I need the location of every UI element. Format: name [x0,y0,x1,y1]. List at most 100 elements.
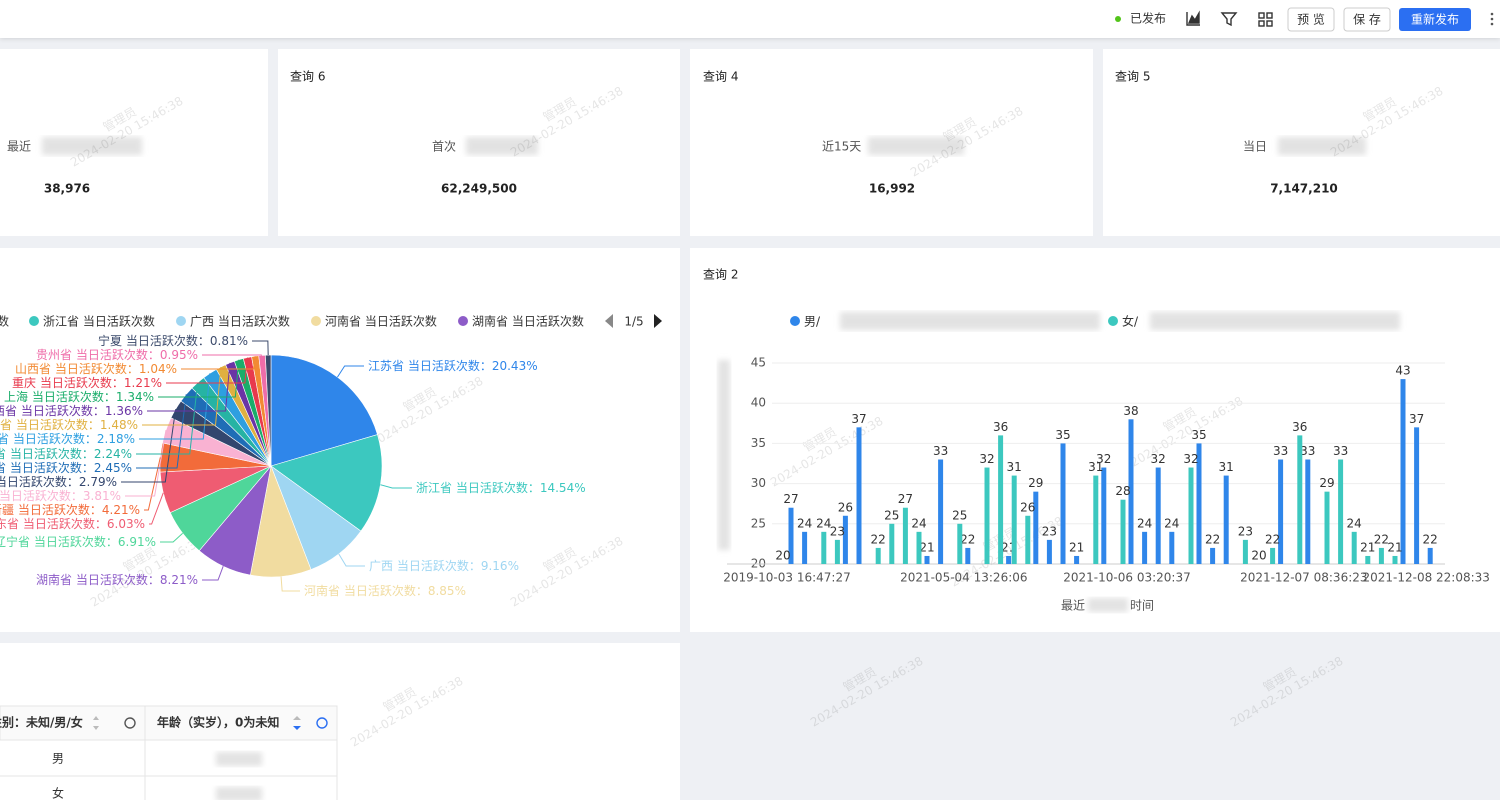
label-separator: ： [148,348,160,362]
x-tick-label: 2021-12-07 08:36:23 [1240,571,1367,585]
x-axis-label: 时间 [1130,599,1154,613]
sort-icon[interactable] [293,726,301,730]
leader-line [158,359,240,398]
label-value: 6.03% [107,517,145,531]
data-label: 32 [979,452,994,466]
blur [216,752,262,766]
data-label: 24 [1137,516,1152,530]
bar [938,459,944,564]
bar [834,539,840,564]
data-label: 23 [830,524,845,538]
bar [889,523,895,564]
watermark-text: 2024-02-20 15:46:38 [808,654,925,730]
data-label: 22 [960,532,975,546]
leader-line [160,532,184,543]
leader-line [181,356,256,370]
grid-icon[interactable] [1258,12,1273,27]
table-header-cell: 性别：未知/男/女 [0,715,83,730]
bar [875,547,881,564]
label-name: 贵州省 当日活跃次数 [36,347,148,362]
leader-line [136,394,187,469]
data-label: 22 [1205,532,1220,546]
legend-label: 湖南省 当日活跃次数 [472,314,584,329]
chart-icon[interactable] [1186,10,1200,26]
legend-label: 浙江省 当日活跃次数 [43,314,155,329]
table-cell: 男 [52,752,64,766]
button-primary[interactable] [1399,8,1471,31]
label-separator: ： [95,517,107,531]
bar [1365,555,1371,564]
watermark-text: 2024-02-20 15:46:38 [1228,654,1345,730]
leader-line [380,484,412,489]
blur [1088,598,1128,612]
label-separator: ： [71,489,83,503]
bar [856,427,862,564]
label-separator: ： [104,390,116,404]
bar [1128,419,1134,564]
legend-label: 女/ [1122,314,1139,329]
data-label: 21 [1360,540,1375,554]
blur [1150,312,1400,330]
filter-icon[interactable] [1220,12,1238,27]
label-separator: ： [85,432,97,446]
label-value: 3.81% [83,489,121,503]
label-name: 省 当日活跃次数 [0,446,82,461]
blur [840,312,1100,330]
more-icon[interactable] [1490,12,1494,26]
leader-line [338,553,365,567]
label-value: 1.36% [105,404,143,418]
legend-marker [458,316,468,326]
legend-prev[interactable] [605,314,613,328]
data-label: 25 [884,508,899,522]
y-tick-label: 40 [751,396,766,410]
label-name: 西省 当日活跃次数 [0,403,93,418]
kpi-value: 16,992 [869,182,915,196]
data-label: 辽宁省 当日活跃次数：6.91% [0,534,156,549]
label-separator: ： [416,584,428,598]
data-label: 37 [1409,412,1424,426]
button[interactable] [1287,7,1335,32]
label-separator: ： [90,503,102,517]
data-label: 24 [1347,516,1362,530]
button-label[interactable]: 预 览 [1297,12,1325,27]
data-label: 川省 当日活跃次数：1.48% [0,417,138,432]
legend-next[interactable] [654,314,662,328]
toolbar [0,0,1500,38]
button-label[interactable]: 重新发布 [1411,12,1459,27]
leader-line [121,409,177,483]
label-value: 0.81% [210,334,248,348]
label-separator: ： [127,362,139,376]
x-tick-label: 2019-10-03 16:47:27 [723,571,850,585]
label-separator: ： [148,573,160,587]
kpi-label: 近15天 [822,140,861,154]
bar [1093,475,1099,564]
data-label: 31 [1007,460,1022,474]
kpi-value: 38,976 [44,182,90,196]
button[interactable] [1343,7,1391,32]
settings-icon[interactable] [316,717,328,729]
legend-marker [790,316,800,326]
bar [1338,459,1344,564]
label-name: 省 当日活跃次数 [0,460,82,475]
data-label: 省 当日活跃次数：2.18% [0,431,135,446]
sort-icon[interactable] [293,716,301,720]
data-label: 21 [919,540,934,554]
label-name: 新疆 当日活跃次数 [0,502,90,517]
sort-icon[interactable] [93,716,99,730]
label-separator: ： [88,418,100,432]
label-name: 广西 当日活跃次数 [369,558,469,573]
bar [1188,467,1194,564]
x-tick-label: 2021-12-08 22:08:33 [1362,571,1489,585]
label-value: 2.18% [97,432,135,446]
button-label[interactable]: 保 存 [1353,13,1381,27]
bar [1427,547,1433,564]
bar [916,531,922,564]
label-name: 省 当日活跃次数 [0,488,71,503]
settings-icon[interactable] [124,717,136,729]
bar [1196,443,1202,564]
bar [1414,427,1420,564]
label-value: 8.21% [160,573,198,587]
bar [1210,547,1216,564]
kpi-label: 首次 [432,140,456,154]
